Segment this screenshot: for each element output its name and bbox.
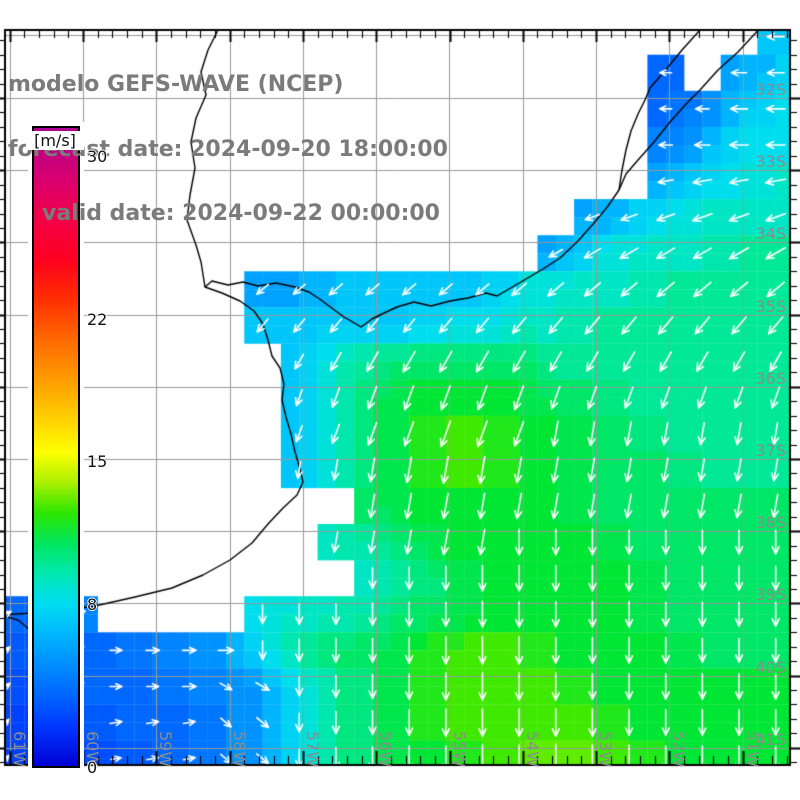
lat-label: 35S [755,296,786,316]
colorbar-unit-label: [m/s] [26,131,84,150]
colorbar-tick-label: 0 [87,758,98,777]
lon-label: 61W [9,731,29,768]
title-block: modelo GEFS-WAVE (NCEP) forecast date: 2… [8,31,448,268]
lat-label: 34S [755,224,786,244]
lat-label: 33S [755,152,786,172]
lon-label: 52W [669,731,689,768]
model-title: modelo GEFS-WAVE (NCEP) [8,72,344,97]
lon-label: 54W [522,731,542,768]
colorbar-tick-label: 22 [87,309,108,329]
lon-label: 55W [449,731,469,768]
lat-label: 41S [755,729,786,749]
lat-label: 38S [755,513,786,533]
lat-label: 32S [755,80,786,99]
lon-label: 56W [376,731,396,768]
lat-label: 37S [755,441,786,460]
lon-label: 57W [302,731,322,768]
valid-date-line: valid date: 2024-09-22 00:00:00 [42,201,440,226]
colorbar-tick-label: 15 [87,452,108,472]
lon-label: 58W [229,731,249,768]
lat-label: 40S [755,657,786,677]
lat-label: 39S [755,585,786,605]
lat-label: 36S [755,368,786,388]
colorbar-gradient [32,126,80,768]
colorbar-tick-label: 8 [87,594,98,614]
lon-label: 53W [596,731,616,768]
lon-label: 59W [156,731,176,768]
colorbar-tick-label: 30 [87,146,108,166]
